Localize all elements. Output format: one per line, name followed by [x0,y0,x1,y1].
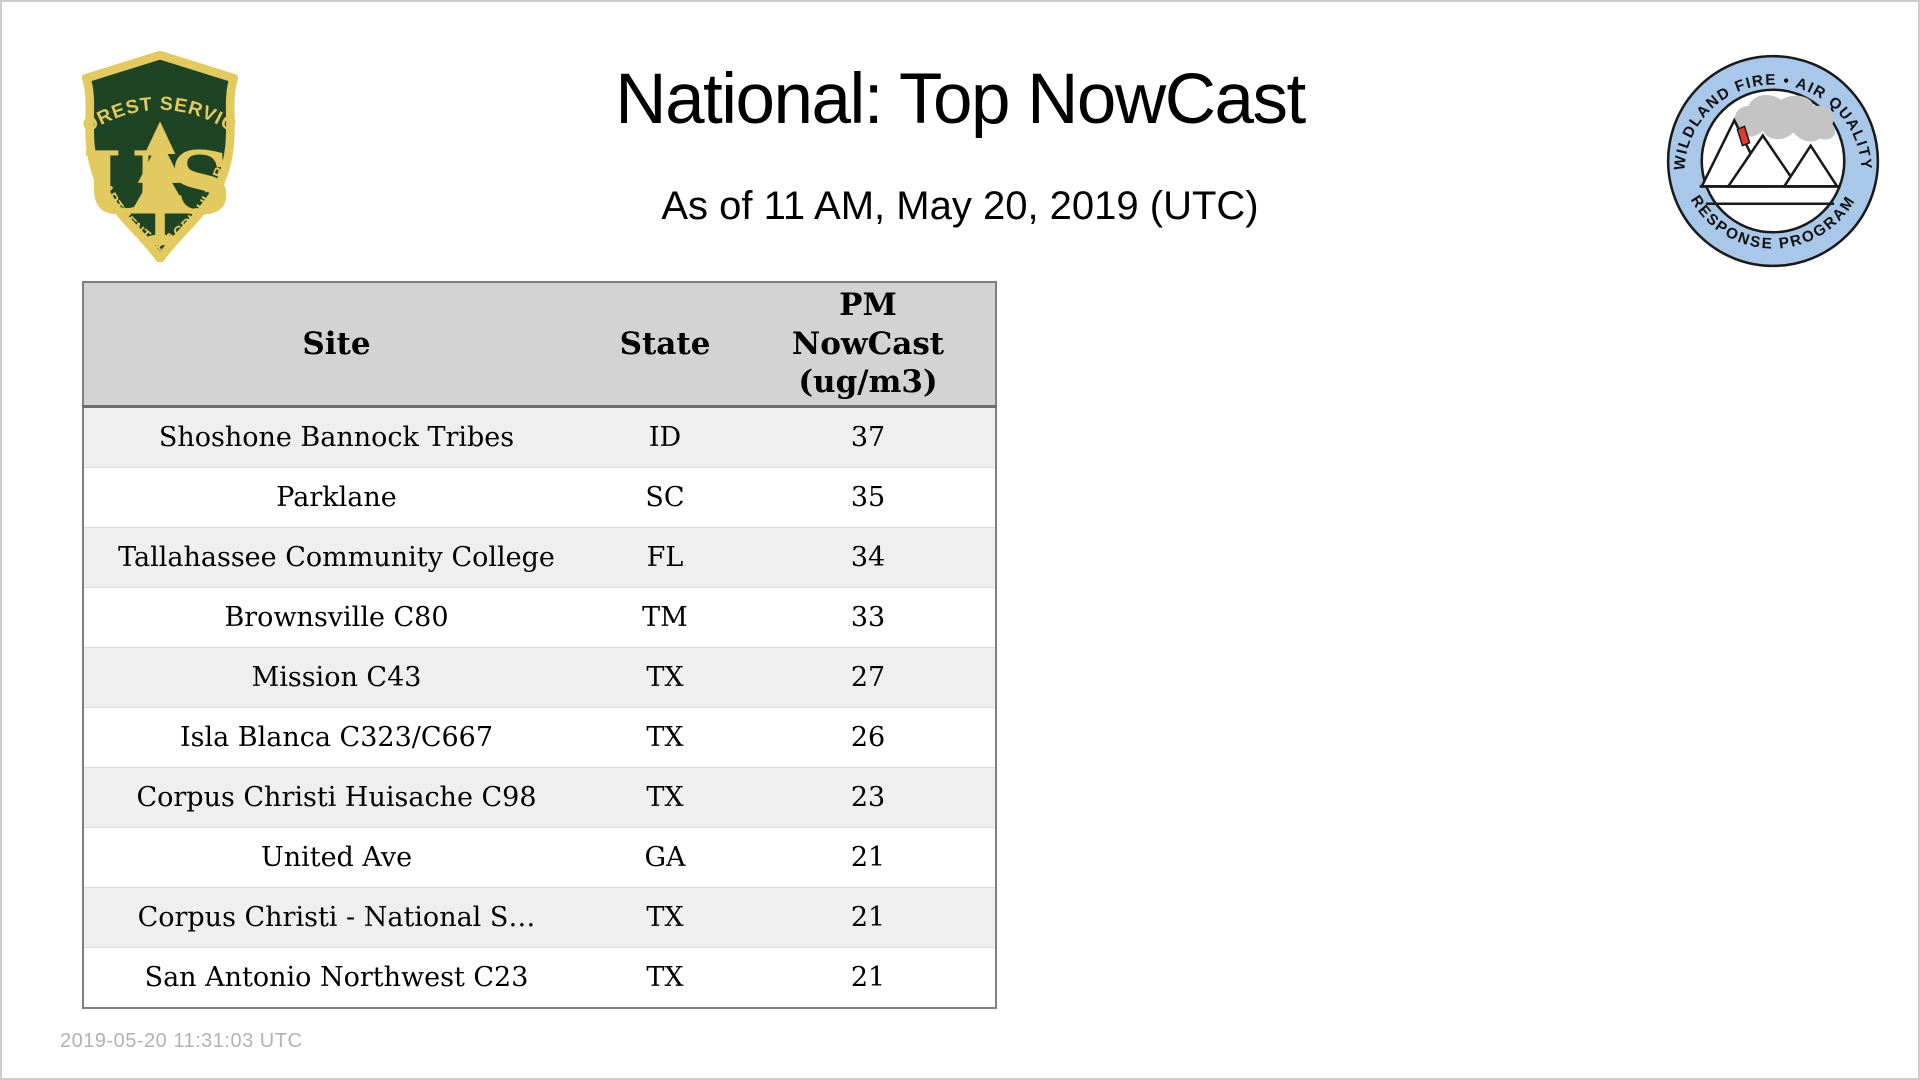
wfaqrp-logo-icon: WILDLAND FIRE • AIR QUALITY RESPONSE PRO… [1661,49,1885,273]
usfs-pine-tree-icon [130,121,190,246]
pm-nowcast-column-header: PM NowCast (ug/m3) [741,282,996,408]
site-column-header: Site [83,282,589,408]
site-cell: Parklane [83,467,589,528]
usfs-logo-icon: FOREST SERVICE U S DEPARTMENT OF AGRICUL… [64,48,256,262]
table-row: Tallahassee Community College FL 34 [83,527,996,588]
state-column-header: State [589,282,741,408]
value-cell: 21 [741,827,996,888]
value-cell: 35 [741,467,996,528]
state-cell: SC [589,467,741,528]
page-subtitle: As of 11 AM, May 20, 2019 (UTC) [661,184,1259,228]
site-cell: United Ave [83,827,589,888]
table-row: Corpus Christi - National S… TX 21 [83,887,996,948]
table-row: Brownsville C80 TM 33 [83,587,996,648]
state-cell: TX [589,707,741,768]
site-cell: Mission C43 [83,647,589,708]
site-cell: Corpus Christi Huisache C98 [83,767,589,828]
generated-timestamp: 2019-05-20 11:31:03 UTC [60,1030,303,1052]
state-cell: TX [589,947,741,1008]
flame-icon [1736,125,1751,147]
usfs-monogram-u: U [83,134,158,235]
mountains-icon [1699,117,1840,188]
value-cell: 27 [741,647,996,708]
state-cell: FL [589,527,741,588]
site-cell: Tallahassee Community College [83,527,589,588]
value-cell: 21 [741,887,996,948]
value-cell: 37 [741,406,996,468]
site-cell: Shoshone Bannock Tribes [83,406,589,468]
table-row: Parklane SC 35 [83,467,996,528]
table-row: San Antonio Northwest C23 TX 21 [83,947,996,1008]
value-cell: 21 [741,947,996,1008]
state-cell: TX [589,887,741,948]
value-cell: 23 [741,767,996,828]
page-title: National: Top NowCast [615,60,1306,139]
value-cell: 26 [741,707,996,768]
site-cell: Brownsville C80 [83,587,589,648]
site-cell: Isla Blanca C323/C667 [83,707,589,768]
table-row: Shoshone Bannock Tribes ID 37 [83,406,996,468]
state-cell: TX [589,647,741,708]
table-row: Corpus Christi Huisache C98 TX 23 [83,767,996,828]
table-row: United Ave GA 21 [83,827,996,888]
site-cell: San Antonio Northwest C23 [83,947,589,1008]
value-cell: 34 [741,527,996,588]
table-row: Isla Blanca C323/C667 TX 26 [83,707,996,768]
state-cell: ID [589,406,741,468]
table-header-row: Site State PM NowCast (ug/m3) [83,282,996,408]
smoke-plume-icon [1734,95,1836,142]
site-cell: Corpus Christi - National S… [83,887,589,948]
usfs-monogram-s: S [169,134,231,235]
table-row: Mission C43 TX 27 [83,647,996,708]
top-nowcast-table: Site State PM NowCast (ug/m3) Shoshone B… [82,281,997,1009]
state-cell: TX [589,767,741,828]
state-cell: TM [589,587,741,648]
state-cell: GA [589,827,741,888]
value-cell: 33 [741,587,996,648]
